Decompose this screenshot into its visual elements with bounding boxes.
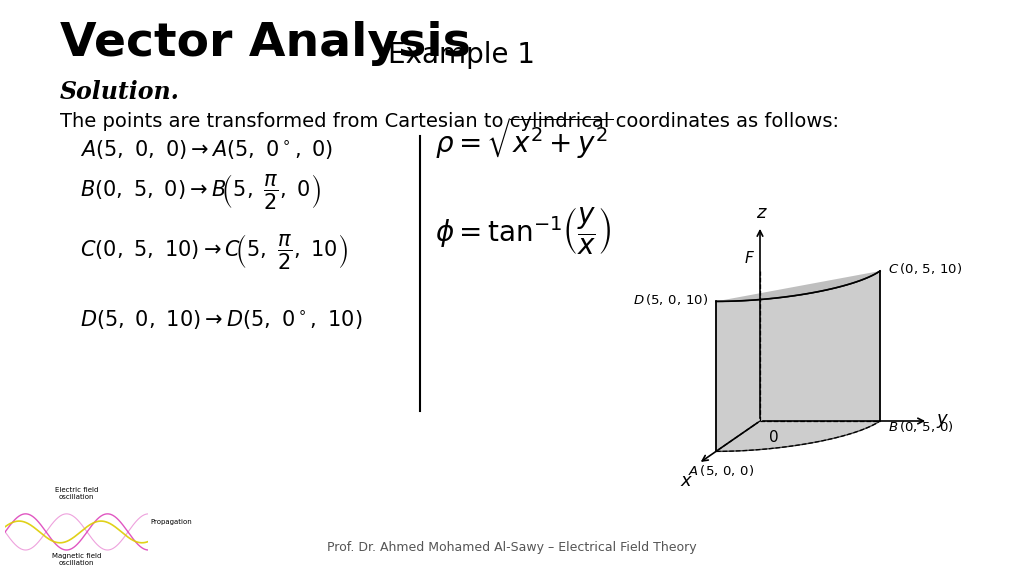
Text: $\phi = \tan^{-1}\!\left(\dfrac{y}{x}\right)$: $\phi = \tan^{-1}\!\left(\dfrac{y}{x}\ri… bbox=[435, 205, 611, 256]
Text: Propagation: Propagation bbox=[150, 519, 191, 525]
Text: Electric field
oscillation: Electric field oscillation bbox=[55, 487, 98, 500]
Text: $A\,(5,\,0,\,0)$: $A\,(5,\,0,\,0)$ bbox=[688, 464, 754, 479]
Text: $B(0,\ 5,\ 0) \rightarrow B\!\left(5,\ \dfrac{\pi}{2},\ 0\right)$: $B(0,\ 5,\ 0) \rightarrow B\!\left(5,\ \… bbox=[80, 172, 321, 211]
Text: $B\,(0,\,5,\,0)$: $B\,(0,\,5,\,0)$ bbox=[888, 419, 953, 434]
Text: $C\,(0,\,5,\,10)$: $C\,(0,\,5,\,10)$ bbox=[888, 262, 963, 276]
Text: $D(5,\ 0,\ 10) \rightarrow D(5,\ 0^\circ,\ 10)$: $D(5,\ 0,\ 10) \rightarrow D(5,\ 0^\circ… bbox=[80, 308, 362, 331]
Text: $C(0,\ 5,\ 10) \rightarrow C\!\left(5,\ \dfrac{\pi}{2},\ 10\right)$: $C(0,\ 5,\ 10) \rightarrow C\!\left(5,\ … bbox=[80, 232, 348, 271]
Text: Prof. Dr. Ahmed Mohamed Al-Sawy – Electrical Field Theory: Prof. Dr. Ahmed Mohamed Al-Sawy – Electr… bbox=[328, 541, 696, 554]
Text: $F$: $F$ bbox=[744, 250, 755, 266]
Text: $y$: $y$ bbox=[936, 412, 949, 430]
Text: $x$: $x$ bbox=[680, 472, 693, 490]
Polygon shape bbox=[716, 271, 880, 452]
Text: $A(5,\ 0,\ 0) \rightarrow A(5,\ 0^\circ,\ 0)$: $A(5,\ 0,\ 0) \rightarrow A(5,\ 0^\circ,… bbox=[80, 138, 334, 161]
Text: $\rho = \sqrt{x^2 + y^2}$: $\rho = \sqrt{x^2 + y^2}$ bbox=[435, 115, 614, 161]
Text: Solution.: Solution. bbox=[60, 80, 180, 104]
Text: $D\,(5,\,0,\,10)$: $D\,(5,\,0,\,10)$ bbox=[633, 292, 708, 307]
Text: $0$: $0$ bbox=[768, 429, 778, 445]
Text: Example 1: Example 1 bbox=[388, 41, 535, 69]
Text: The points are transformed from Cartesian to cylindrical coordinates as follows:: The points are transformed from Cartesia… bbox=[60, 112, 839, 131]
Text: Vector Analysis: Vector Analysis bbox=[60, 21, 471, 66]
Text: Magnetic field
oscillation: Magnetic field oscillation bbox=[52, 553, 101, 566]
Polygon shape bbox=[716, 271, 880, 301]
Text: $z$: $z$ bbox=[756, 204, 768, 222]
